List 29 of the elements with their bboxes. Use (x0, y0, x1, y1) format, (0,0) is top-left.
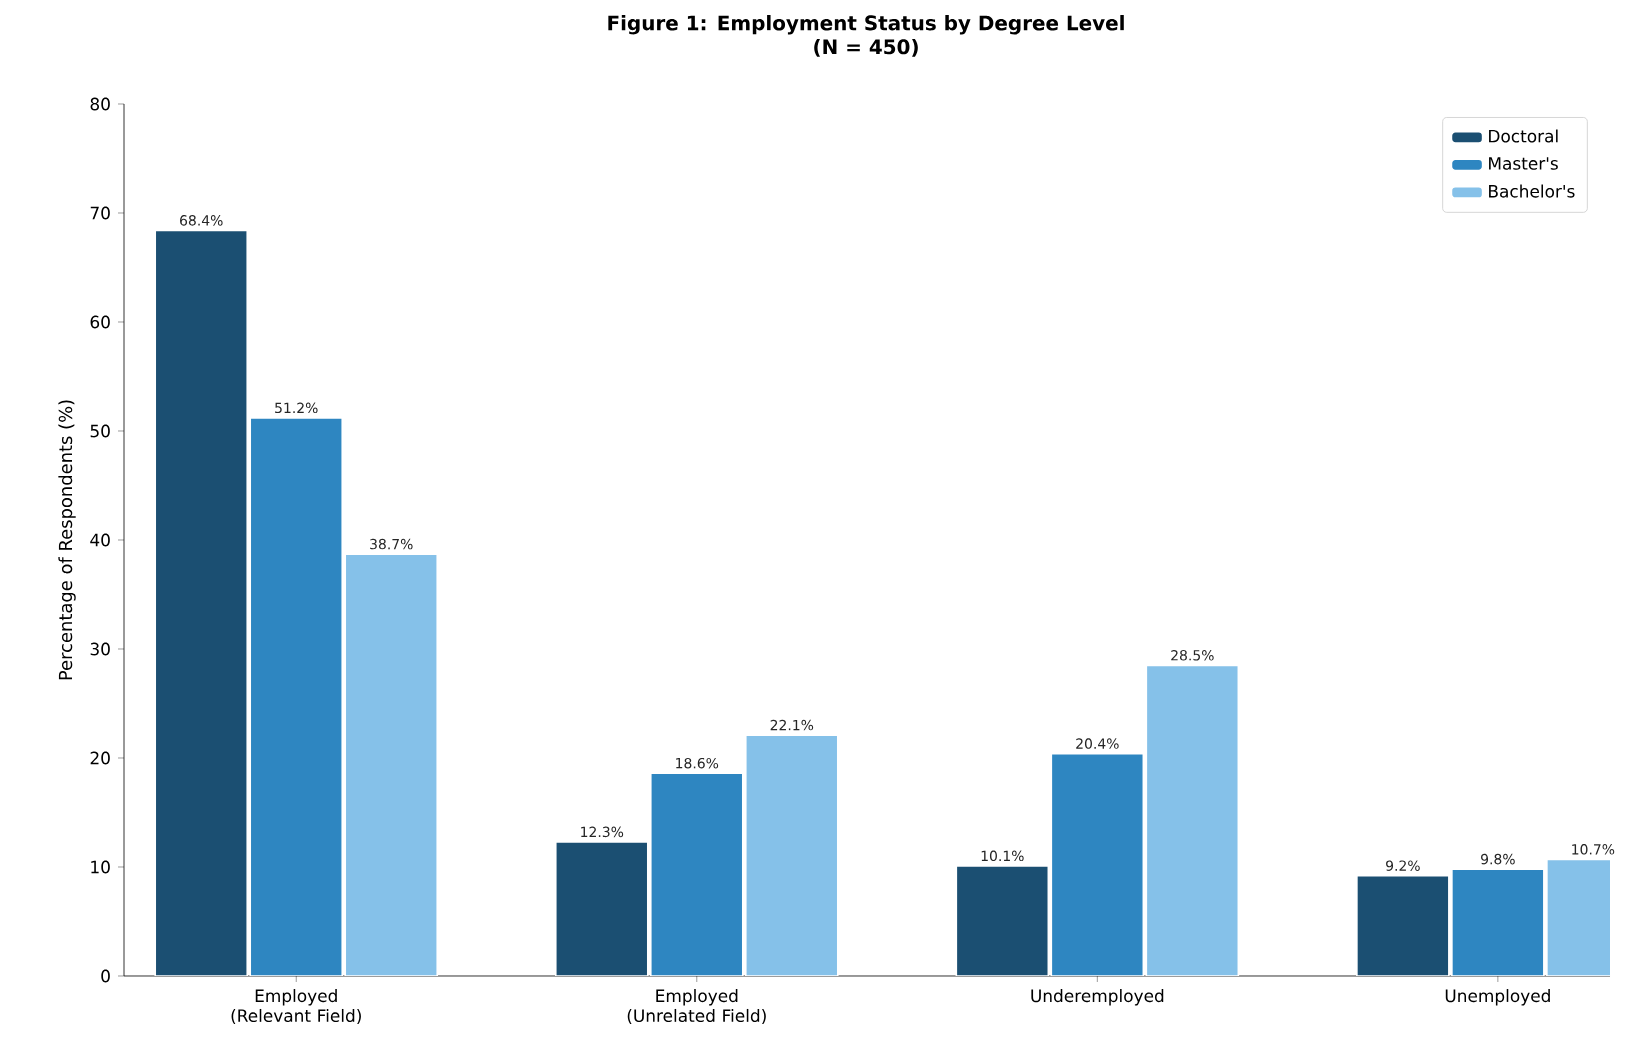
legend-label: Bachelor's (1489, 184, 1575, 198)
x-tick-label: Underemployed (1031, 989, 1164, 1006)
bar (554, 841, 649, 976)
y-tick-label: 30 (90, 642, 110, 656)
y-tick-label: 70 (90, 206, 110, 220)
bar (1356, 874, 1450, 976)
bar (249, 417, 344, 976)
bar (955, 865, 1050, 976)
x-tick-label: Employed (Relevant Field) (231, 989, 361, 1025)
chart-subtitle: (N = 450) (814, 38, 918, 57)
y-tick-label: 80 (90, 97, 110, 111)
bar (1145, 664, 1240, 976)
bar (649, 772, 744, 976)
legend-label: Doctoral (1489, 129, 1558, 143)
bar (154, 229, 249, 976)
bar (1050, 752, 1145, 976)
y-tick-label: 60 (90, 315, 110, 329)
x-tick-label: Employed (Unrelated Field) (627, 989, 766, 1025)
y-tick-label: 40 (90, 533, 110, 547)
bar (744, 734, 839, 976)
legend-label: Master's (1489, 157, 1558, 170)
chart-title: Figure 1: Employment Status by Degree Level (608, 15, 1124, 35)
y-axis-title: Percentage of Respondents (%) (58, 400, 76, 680)
y-tick-label: 0 (101, 969, 110, 983)
y-tick-label: 20 (90, 751, 110, 765)
y-tick-label: 10 (91, 860, 110, 874)
x-tick-label: Unemployed (1445, 989, 1550, 1006)
y-tick-label: 50 (90, 424, 110, 438)
bar (344, 553, 439, 976)
